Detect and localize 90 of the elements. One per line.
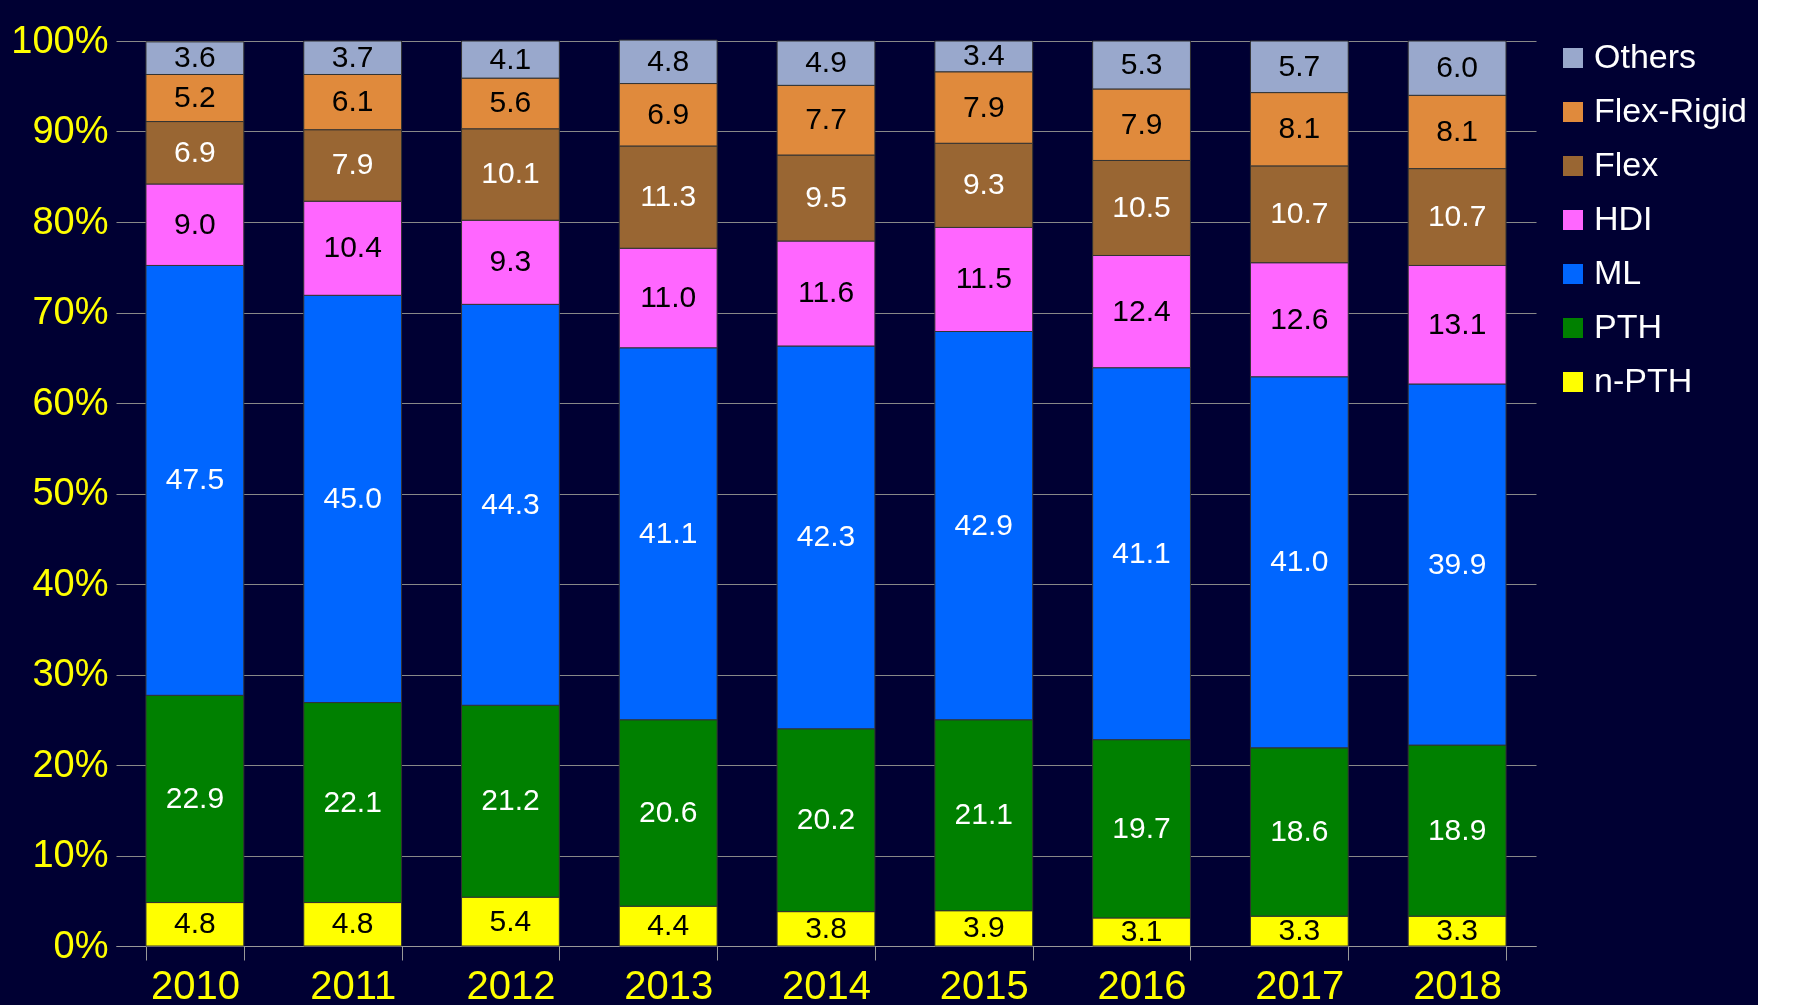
y-tick-label: 60% — [32, 380, 109, 423]
x-tick-label: 2017 — [1255, 962, 1345, 1005]
data-label: 11.0 — [640, 280, 697, 314]
y-tick-label: 30% — [32, 652, 109, 694]
x-tick-label: 2014 — [782, 962, 871, 1005]
data-label: 42.9 — [954, 507, 1013, 541]
legend-label: HDI — [1594, 199, 1653, 237]
y-tick-label: 80% — [32, 199, 109, 242]
y-tick-label: 70% — [32, 290, 109, 332]
x-tick-label: 2018 — [1413, 962, 1503, 1005]
data-label: 5.7 — [1278, 48, 1321, 82]
data-label: 8.1 — [1278, 111, 1321, 145]
data-label: 7.9 — [1120, 106, 1163, 140]
data-label: 41.0 — [1270, 544, 1329, 578]
data-label: 10.4 — [323, 230, 382, 264]
data-label: 5.6 — [489, 85, 532, 119]
data-label: 10.1 — [481, 156, 540, 190]
data-label: 12.4 — [1112, 293, 1171, 327]
legend-label: Flex-Rigid — [1594, 91, 1748, 129]
data-label: 21.1 — [954, 797, 1013, 831]
data-label: 7.9 — [331, 147, 374, 181]
x-tick-label: 2015 — [939, 962, 1029, 1005]
y-tick-label: 40% — [32, 561, 109, 604]
x-tick-label: 2010 — [150, 962, 240, 1005]
y-tick-label: 50% — [32, 471, 109, 513]
data-label: 4.8 — [331, 906, 374, 940]
data-label: 10.7 — [1427, 199, 1487, 233]
data-label: 4.9 — [805, 45, 847, 79]
x-tick-label: 2013 — [624, 962, 714, 1005]
data-label: 5.3 — [1120, 46, 1163, 80]
data-label: 5.2 — [174, 80, 216, 114]
data-label: 19.7 — [1112, 810, 1171, 844]
data-label: 6.9 — [174, 134, 216, 168]
data-label: 3.8 — [805, 910, 847, 944]
x-tick-label: 2011 — [310, 962, 397, 1005]
legend-label: n-PTH — [1594, 361, 1693, 399]
data-label: 22.1 — [323, 784, 382, 818]
data-label: 3.6 — [174, 40, 216, 74]
data-label: 6.9 — [647, 96, 690, 130]
data-label: 3.3 — [1278, 913, 1321, 947]
x-tick-label: 2012 — [466, 962, 556, 1005]
y-tick-label: 90% — [32, 109, 109, 151]
legend-label: Flex — [1594, 145, 1659, 183]
data-label: 11.5 — [955, 261, 1012, 295]
data-label: 39.9 — [1427, 546, 1487, 580]
x-tick-label: 2016 — [1097, 962, 1187, 1005]
data-label: 22.9 — [165, 780, 225, 814]
data-label: 4.8 — [647, 43, 690, 77]
data-label: 6.0 — [1436, 50, 1478, 84]
legend-label: PTH — [1594, 307, 1662, 345]
data-label: 42.3 — [796, 519, 856, 553]
data-label: 10.5 — [1112, 189, 1171, 223]
data-label: 3.9 — [962, 910, 1005, 944]
data-label: 11.6 — [797, 275, 855, 309]
data-label: 5.4 — [489, 903, 532, 937]
data-label: 9.3 — [962, 167, 1005, 201]
data-label: 4.8 — [174, 906, 216, 940]
data-label: 3.4 — [962, 38, 1005, 72]
data-label: 10.7 — [1270, 196, 1329, 230]
data-label: 21.2 — [481, 783, 540, 817]
data-label: 41.1 — [639, 515, 698, 549]
data-label: 3.3 — [1436, 913, 1478, 947]
data-label: 7.9 — [962, 89, 1005, 123]
legend-label: Others — [1594, 37, 1697, 75]
y-tick-label: 0% — [53, 923, 109, 966]
data-label: 7.7 — [805, 102, 847, 136]
legend-label: ML — [1594, 253, 1642, 291]
data-label: 8.1 — [1436, 113, 1478, 147]
y-tick-label: 20% — [32, 742, 109, 785]
data-label: 3.1 — [1120, 913, 1163, 947]
data-label: 4.1 — [489, 41, 532, 75]
data-label: 4.4 — [647, 908, 690, 942]
y-tick-label: 100% — [11, 18, 109, 61]
data-label: 45.0 — [323, 480, 382, 514]
data-label: 13.1 — [1427, 306, 1487, 340]
data-label: 18.6 — [1270, 813, 1329, 847]
data-label: 47.5 — [165, 462, 225, 496]
data-label: 9.0 — [174, 206, 216, 240]
data-label: 6.1 — [331, 84, 374, 118]
data-label: 20.2 — [796, 802, 856, 836]
data-label: 9.5 — [805, 180, 847, 214]
data-label: 41.1 — [1112, 535, 1171, 569]
data-label: 9.3 — [489, 244, 532, 278]
data-label: 3.7 — [331, 39, 374, 73]
data-label: 11.3 — [640, 179, 697, 213]
data-label: 18.9 — [1427, 812, 1487, 846]
data-label: 20.6 — [639, 794, 698, 828]
y-tick-label: 10% — [32, 833, 109, 875]
data-label: 12.6 — [1270, 301, 1329, 335]
data-label: 44.3 — [481, 486, 540, 520]
